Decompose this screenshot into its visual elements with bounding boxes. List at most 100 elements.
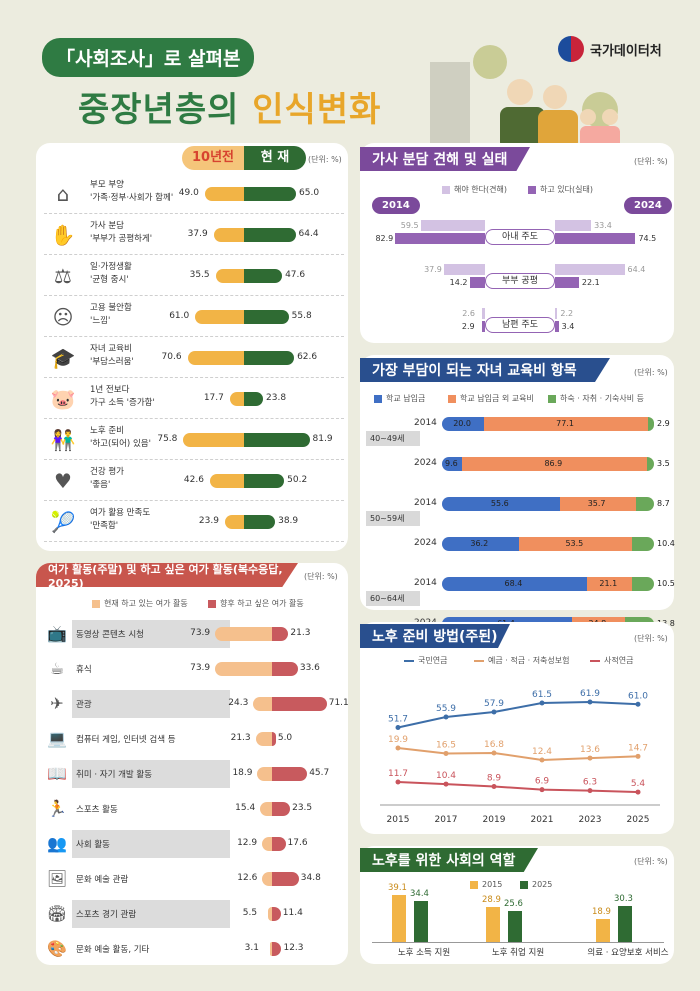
building-shape [430, 62, 470, 147]
bar-role-2025 [414, 900, 428, 942]
role-label: 의료 · 요양보호 서비스 [587, 948, 669, 958]
housework-label: 아내 주도 [485, 229, 555, 245]
year-label: 2014 [414, 498, 437, 508]
chart-title: 노후 준비 방법(주된) [360, 624, 510, 648]
education-value: 10.4 [657, 539, 675, 548]
value-now: 50.2 [287, 475, 308, 485]
housework-value: 37.9 [424, 265, 442, 274]
education-value: 21.1 [599, 579, 618, 588]
bar-past [195, 310, 244, 324]
data-label: 8.9 [487, 773, 502, 783]
page-title: 중장년층의 인식변화 [78, 82, 381, 131]
bar-future-leisure [272, 907, 281, 921]
house-icon: ⌂ [56, 182, 70, 206]
value-past: 49.0 [178, 188, 199, 198]
role-label: 노후 취업 지원 [491, 948, 545, 958]
worried-person-icon: ☹ [52, 305, 74, 329]
series-point [539, 787, 545, 793]
header-illustration [430, 45, 620, 150]
legend-education-1: 학교 납입금 외 교육비 [448, 393, 534, 404]
leisure-label: 스포츠 활동 [76, 805, 118, 815]
leisure-row: ☕ 휴식 [44, 652, 344, 686]
legend-education-0: 학교 납입금 [374, 393, 425, 404]
plane-icon: ✈ [50, 694, 64, 713]
piggy-bank-icon: 🐷 [50, 387, 76, 411]
value-past: 35.5 [189, 270, 210, 280]
bar-past [215, 269, 244, 283]
bar-education-seg-0 [442, 497, 560, 511]
bar-future-leisure [272, 697, 327, 711]
value-future: 11.4 [282, 908, 303, 918]
year-label: 2014 [414, 418, 437, 428]
bar-past [183, 433, 244, 447]
bar-real-2024 [555, 233, 636, 244]
value-now: 62.6 [297, 352, 318, 362]
housework-value: 3.4 [561, 322, 575, 331]
value-current: 18.9 [232, 768, 253, 778]
panel6-title: 노후를 위한 사회의 역할 [360, 848, 538, 872]
leisure-label: 문화 예술 관람 [76, 875, 129, 885]
leisure-label: 휴식 [76, 665, 92, 675]
series-point [539, 757, 545, 763]
bar-view-2014 [482, 308, 485, 319]
series-point [539, 700, 545, 706]
value-current: 15.4 [235, 803, 256, 813]
education-value: 8.7 [657, 499, 670, 508]
legend-year-1: 2025 [520, 880, 552, 889]
value-current: 21.3 [230, 733, 251, 743]
bar-education-seg-0 [442, 457, 463, 471]
bar-education-seg-1 [484, 417, 648, 431]
role-value: 39.1 [388, 883, 407, 894]
bar-real-2024 [555, 277, 579, 288]
panel4-title: 가장 부담이 되는 자녀 교육비 항목 [360, 358, 610, 382]
series-point [491, 709, 497, 715]
data-label: 6.9 [535, 777, 550, 787]
bar-role-2015 [392, 895, 406, 942]
value-past: 70.6 [161, 352, 182, 362]
bar-current-leisure [267, 907, 272, 921]
panel3-title: 가사 분담 견해 및 실태 [360, 147, 530, 171]
bar-real-2024 [555, 321, 559, 332]
panel1-unit: (단위: %) [308, 155, 342, 164]
data-label: 10.4 [436, 771, 456, 781]
bar-current-leisure [260, 802, 272, 816]
bar-current-leisure [215, 662, 272, 676]
value-past: 75.8 [157, 434, 178, 444]
value-past: 61.0 [169, 311, 190, 321]
data-label: 13.6 [580, 745, 600, 755]
series-point [395, 725, 401, 730]
legend-now: 현재 하고 있는 여가 활동 [92, 598, 188, 609]
education-value: 3.5 [657, 459, 670, 468]
value-future: 21.3 [290, 628, 311, 638]
leisure-row: 🏟 스포츠 경기 관람 [44, 897, 344, 931]
value-future: 34.8 [300, 873, 321, 883]
bar-past [229, 392, 244, 406]
panel2-title: 여가 활동(주말) 및 하고 싶은 여가 활동(복수응답, 2025) [36, 563, 298, 587]
bar-now [244, 187, 296, 201]
bar-education-seg-2 [631, 577, 654, 591]
series-point [587, 755, 593, 761]
role-value: 18.9 [592, 907, 611, 918]
education-value: 55.6 [490, 499, 509, 508]
bar-role-2015 [486, 907, 500, 942]
value-past: 37.9 [187, 229, 208, 239]
leisure-row: ✈ 관광 [44, 687, 344, 721]
value-current: 73.9 [190, 628, 211, 638]
bar-education-seg-2 [646, 457, 654, 471]
series-line-0 [397, 700, 639, 729]
housework-value: 82.9 [375, 234, 394, 243]
people-icon: 👥 [47, 834, 67, 853]
housework-value: 2.9 [461, 322, 475, 331]
bar-education-seg-1 [462, 457, 647, 471]
line-chart: 51.7 55.9 57.9 61.5 61.9 61.0 19.9 16.5 16.8 12.4… [380, 689, 660, 825]
age-group-label: 50~59세 [366, 511, 420, 526]
data-label: 19.9 [388, 735, 408, 745]
rest-icon: ☕ [49, 659, 65, 678]
legend-year-0: 2015 [470, 880, 502, 889]
bar-now [244, 515, 276, 529]
leisure-row: 👥 사회 활동 [44, 827, 344, 861]
housework-value: 2.6 [462, 309, 475, 318]
leisure-label: 컴퓨터 게임, 인터넷 검색 등 [76, 735, 176, 745]
elderly-icon: 👫 [50, 428, 76, 452]
value-future: 45.7 [309, 768, 330, 778]
